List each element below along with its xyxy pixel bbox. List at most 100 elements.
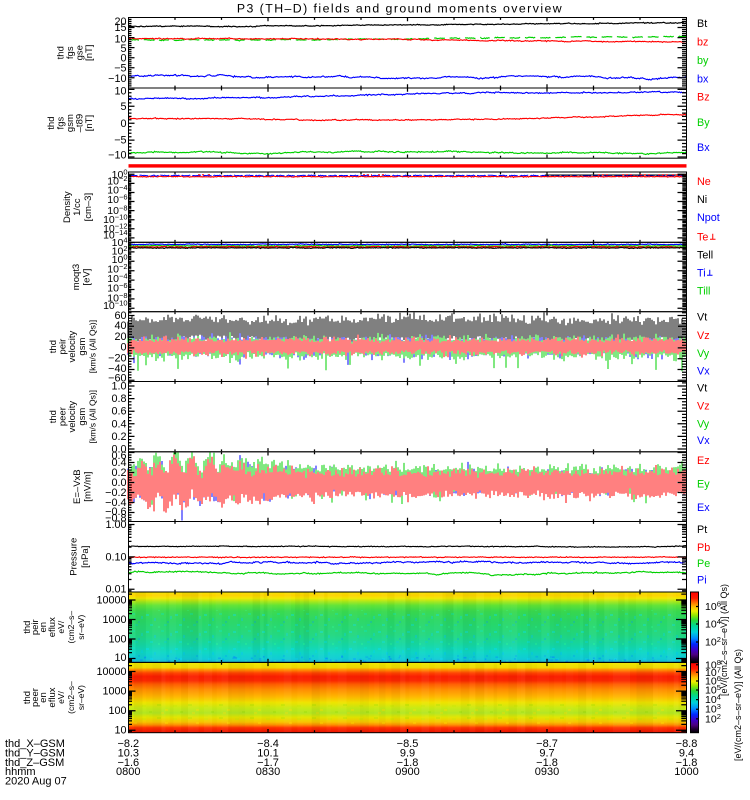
svg-text:0.4: 0.4 (111, 418, 126, 430)
svg-text:0930: 0930 (535, 766, 559, 778)
svg-text:−10: −10 (108, 149, 126, 161)
svg-text:10: 10 (114, 724, 126, 736)
svg-text:10: 10 (114, 86, 126, 98)
svg-text:[km/s (All Qs)]: [km/s (All Qs)] (88, 390, 98, 443)
svg-text:Pb: Pb (697, 542, 710, 554)
svg-text:0: 0 (120, 118, 126, 130)
svg-text:fgs: fgs (56, 117, 67, 130)
svg-text:en: en (38, 692, 49, 703)
svg-text:[mV/m]: [mV/m] (83, 472, 94, 502)
svg-text:−8.7: −8.7 (536, 738, 558, 750)
svg-text:eflux: eflux (47, 687, 58, 707)
svg-text:[nPa]: [nPa] (80, 546, 91, 568)
svg-text:peir: peir (30, 619, 41, 635)
svg-text:−1.7: −1.7 (257, 757, 279, 769)
svg-text:Ni: Ni (697, 194, 707, 206)
svg-text:[nT]: [nT] (84, 45, 95, 61)
svg-text:eflux: eflux (47, 617, 58, 637)
svg-text:–t89: –t89 (75, 114, 86, 133)
svg-text:gsm: gsm (77, 338, 88, 356)
svg-text:gse: gse (75, 45, 86, 60)
svg-text:−8.8: −8.8 (676, 738, 698, 750)
svg-text:2020 Aug 07: 2020 Aug 07 (5, 776, 67, 788)
svg-text:Vx: Vx (697, 365, 710, 377)
svg-text:[km/s (All Qs)]: [km/s (All Qs)] (88, 320, 98, 373)
svg-text:−40: −40 (108, 363, 126, 375)
svg-text:15: 15 (114, 22, 126, 34)
svg-text:Pressure: Pressure (69, 538, 80, 576)
svg-text:Density: Density (62, 191, 73, 223)
svg-text:velocity: velocity (67, 331, 78, 363)
svg-text:5: 5 (120, 43, 126, 55)
svg-text:en: en (38, 622, 49, 633)
svg-text:Bz: Bz (697, 92, 710, 104)
svg-text:60: 60 (114, 310, 126, 322)
svg-text:Pt: Pt (697, 524, 707, 536)
svg-text:Ne: Ne (697, 176, 711, 188)
svg-text:Vt: Vt (697, 382, 707, 394)
svg-text:thd_X–GSM: thd_X–GSM (5, 738, 65, 750)
svg-text:[eV/(cm2–s–sr–eV)] (All Qs): [eV/(cm2–s–sr–eV)] (All Qs) (733, 649, 743, 761)
svg-text:−0.2: −0.2 (105, 487, 126, 499)
svg-text:eV/: eV/ (56, 691, 66, 704)
svg-text:1.00: 1.00 (105, 519, 126, 531)
svg-text:−60: −60 (108, 373, 126, 385)
svg-text:0: 0 (120, 342, 126, 354)
svg-text:−8.5: −8.5 (397, 738, 419, 750)
svg-text:1000: 1000 (674, 766, 698, 778)
svg-text:Bx: Bx (697, 142, 710, 154)
svg-text:[eV/(cm2–s–sr–eV)] (All Qs): [eV/(cm2–s–sr–eV)] (All Qs) (719, 584, 729, 696)
svg-text:Te: Te (697, 231, 708, 243)
svg-text:−1.6: −1.6 (117, 757, 139, 769)
svg-text:Till: Till (697, 286, 710, 298)
svg-text:9.9: 9.9 (400, 747, 415, 759)
svg-text:0.0: 0.0 (111, 477, 126, 489)
svg-text:0.0: 0.0 (111, 444, 126, 456)
svg-text:10000: 10000 (96, 595, 126, 607)
svg-text:Ti: Ti (697, 267, 706, 279)
svg-text:(cm2–s–: (cm2–s– (66, 681, 76, 714)
svg-text:By: By (697, 117, 710, 129)
svg-text:−5: −5 (114, 63, 126, 75)
svg-text:−1.8: −1.8 (536, 757, 558, 769)
svg-text:Tell: Tell (697, 250, 713, 262)
svg-text:Vy: Vy (697, 419, 710, 431)
svg-text:gsm: gsm (77, 408, 88, 426)
svg-text:100: 100 (108, 705, 126, 717)
svg-text:0.4: 0.4 (111, 457, 126, 469)
svg-text:0.6: 0.6 (111, 406, 126, 418)
svg-text:sr–eV): sr–eV) (76, 615, 86, 640)
svg-text:[nT]: [nT] (84, 115, 95, 131)
svg-text:thd: thd (22, 691, 33, 704)
svg-text:Pi: Pi (697, 575, 707, 587)
svg-text:20: 20 (114, 16, 126, 28)
svg-text:40: 40 (114, 320, 126, 332)
svg-text:0.2: 0.2 (111, 431, 126, 443)
svg-text:Pe: Pe (697, 558, 710, 570)
svg-text:thd_Y–GSM: thd_Y–GSM (5, 747, 65, 759)
svg-text:by: by (697, 55, 709, 67)
svg-text:bx: bx (697, 74, 709, 86)
svg-text:−0.4: −0.4 (105, 497, 126, 509)
svg-text:hhmm: hhmm (5, 766, 36, 778)
svg-text:(cm2–s–: (cm2–s– (66, 611, 76, 644)
svg-text:thd: thd (48, 340, 59, 353)
svg-text:−10: −10 (108, 73, 126, 85)
svg-text:20: 20 (114, 331, 126, 343)
svg-text:Vy: Vy (697, 348, 710, 360)
svg-text:−1.8: −1.8 (397, 757, 419, 769)
svg-text:−8.4: −8.4 (257, 738, 279, 750)
svg-text:P3 (TH–D) fields and ground mo: P3 (TH–D) fields and ground moments over… (237, 2, 563, 16)
svg-text:10.3: 10.3 (118, 747, 139, 759)
svg-text:thd: thd (22, 621, 33, 634)
svg-text:thd_Z–GSM: thd_Z–GSM (5, 757, 64, 769)
svg-text:5: 5 (120, 101, 126, 113)
svg-text:Ey: Ey (697, 479, 710, 491)
svg-text:moqt3: moqt3 (71, 264, 82, 290)
svg-text:−8.2: −8.2 (117, 738, 139, 750)
svg-text:Vz: Vz (697, 401, 710, 413)
svg-text:0.6: 0.6 (111, 450, 126, 462)
svg-text:100: 100 (108, 634, 126, 646)
svg-text:peer: peer (58, 407, 69, 426)
svg-text:Vz: Vz (697, 330, 710, 342)
